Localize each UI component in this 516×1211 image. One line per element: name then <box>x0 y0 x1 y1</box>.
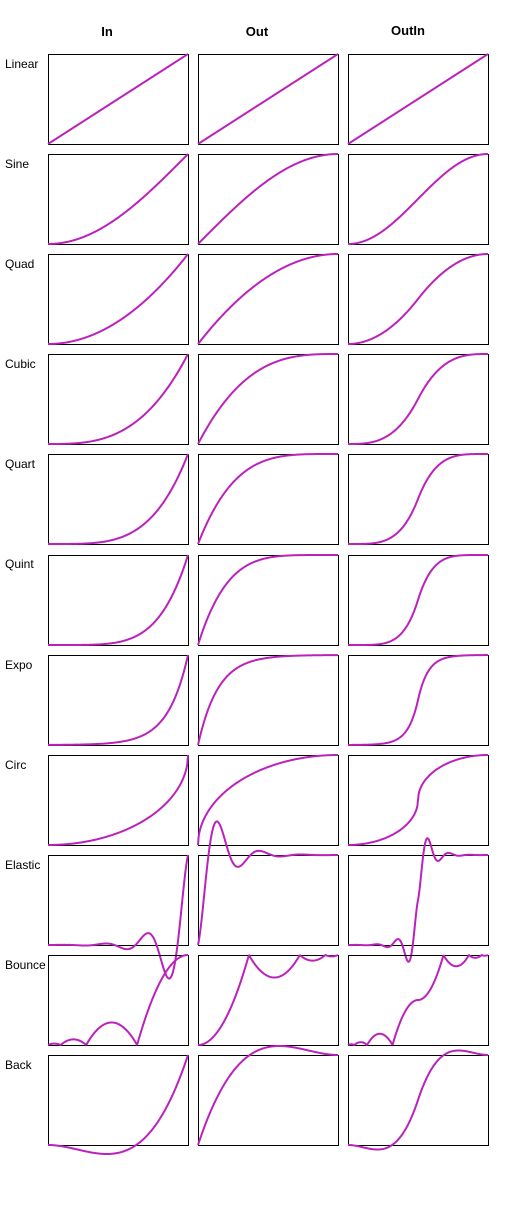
row-label-elastic: Elastic <box>5 858 41 872</box>
cubic-out-frame <box>198 354 339 445</box>
bounce-out-frame <box>198 955 339 1046</box>
expo-out-curve <box>197 654 339 746</box>
row-label-bounce: Bounce <box>5 958 46 972</box>
row-label-circ: Circ <box>5 758 27 772</box>
cubic-outin-curve <box>347 353 489 445</box>
bounce-outin-curve <box>347 954 489 1046</box>
circ-in-frame <box>48 755 189 846</box>
sine-outin-curve <box>347 153 489 245</box>
bounce-in-frame <box>48 955 189 1046</box>
quad-out-frame <box>198 254 339 345</box>
elastic-in-frame <box>48 855 189 946</box>
linear-out-curve <box>197 53 339 145</box>
row-label-back: Back <box>5 1058 32 1072</box>
quint-out-frame <box>198 555 339 646</box>
elastic-out-frame <box>198 855 339 946</box>
quint-outin-curve <box>347 554 489 646</box>
linear-outin-frame <box>348 54 489 145</box>
sine-out-frame <box>198 154 339 245</box>
circ-out-curve <box>197 754 339 846</box>
quart-outin-curve <box>347 453 489 545</box>
back-in-frame <box>48 1055 189 1146</box>
quart-in-frame <box>48 454 189 545</box>
quint-outin-frame <box>348 555 489 646</box>
quint-in-curve <box>47 554 189 646</box>
cubic-outin-frame <box>348 354 489 445</box>
elastic-outin-curve <box>347 837 489 963</box>
linear-in-frame <box>48 54 189 145</box>
row-label-expo: Expo <box>5 658 33 672</box>
sine-out-curve <box>197 153 339 245</box>
back-out-curve <box>197 1045 339 1146</box>
row-label-cubic: Cubic <box>5 357 36 371</box>
quad-outin-frame <box>348 254 489 345</box>
quart-in-curve <box>47 453 189 545</box>
cubic-in-curve <box>47 353 189 445</box>
quint-out-curve <box>197 554 339 646</box>
back-outin-curve <box>347 1049 489 1151</box>
expo-outin-curve <box>347 654 489 746</box>
sine-in-frame <box>48 154 189 245</box>
back-in-curve <box>47 1054 189 1155</box>
linear-out-frame <box>198 54 339 145</box>
expo-outin-frame <box>348 655 489 746</box>
linear-in-curve <box>47 53 189 145</box>
circ-out-frame <box>198 755 339 846</box>
quart-out-frame <box>198 454 339 545</box>
elastic-outin-frame <box>348 855 489 946</box>
elastic-out-curve <box>197 820 339 946</box>
column-header-outin: OutIn <box>391 23 425 38</box>
row-label-quart: Quart <box>5 457 36 471</box>
row-label-quad: Quad <box>5 257 35 271</box>
cubic-out-curve <box>197 353 339 445</box>
quad-in-frame <box>48 254 189 345</box>
quart-out-curve <box>197 453 339 545</box>
quad-in-curve <box>47 253 189 345</box>
expo-out-frame <box>198 655 339 746</box>
circ-outin-frame <box>348 755 489 846</box>
cubic-in-frame <box>48 354 189 445</box>
row-label-linear: Linear <box>5 57 39 71</box>
bounce-outin-frame <box>348 955 489 1046</box>
elastic-in-curve <box>47 854 189 980</box>
sine-outin-frame <box>348 154 489 245</box>
column-header-out: Out <box>245 24 269 39</box>
quad-outin-curve <box>347 253 489 345</box>
bounce-in-curve <box>47 954 189 1046</box>
linear-outin-curve <box>347 53 489 145</box>
back-outin-frame <box>348 1055 489 1146</box>
circ-in-curve <box>47 754 189 846</box>
back-out-frame <box>198 1055 339 1146</box>
row-label-sine: Sine <box>5 157 30 171</box>
expo-in-curve <box>47 654 189 746</box>
sine-in-curve <box>47 153 189 245</box>
expo-in-frame <box>48 655 189 746</box>
row-label-quint: Quint <box>5 557 34 571</box>
column-header-in: In <box>101 24 113 39</box>
quart-outin-frame <box>348 454 489 545</box>
quad-out-curve <box>197 253 339 345</box>
circ-outin-curve <box>347 754 489 846</box>
quint-in-frame <box>48 555 189 646</box>
bounce-out-curve <box>197 954 339 1046</box>
